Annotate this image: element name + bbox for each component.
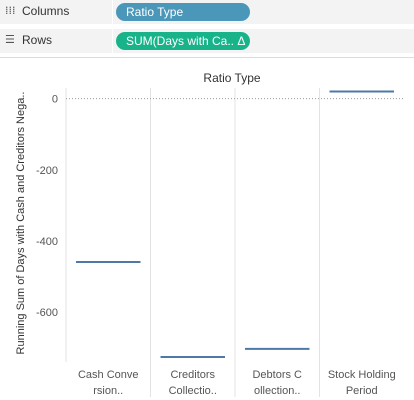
columns-drop-area[interactable]: Ratio Type [113,0,414,24]
sum-days-pill[interactable]: SUM(Days with Ca.. Δ [116,32,250,50]
columns-shelf: ⁞⁞⁞ Columns Ratio Type [0,0,414,24]
x-category-label: Collectio.. [169,385,217,397]
y-tick-label: -400 [36,236,58,248]
rows-icon: ☰ [5,33,15,46]
plot-area: 0 -200 -400 -600 Cash Conve rsion.. Creditors C… [36,88,404,397]
x-category-label: ollection.. [254,385,300,397]
x-category-label: Debtors C [252,369,302,381]
rows-label: Rows [22,33,53,47]
chart-title: Ratio Type [203,71,260,85]
columns-shelf-label: ⁞⁞⁞ Columns [0,0,112,24]
x-category-label: Stock Holding [328,369,396,381]
rows-drop-area[interactable]: SUM(Days with Ca.. Δ [113,29,414,53]
columns-icon: ⁞⁞⁞ [5,4,16,17]
y-tick-label: 0 [52,94,58,106]
x-category-label: Creditors [170,369,215,381]
y-tick-label: -600 [36,307,58,319]
y-axis-label: Running Sum of Days with Cash and Credit… [15,92,27,355]
columns-label: Columns [22,4,70,18]
rows-shelf-label: ☰ Rows [0,29,112,53]
x-category-label: Period [346,385,378,397]
shelf-separator [0,57,414,58]
ratio-type-pill[interactable]: Ratio Type [116,3,250,21]
rows-shelf: ☰ Rows SUM(Days with Ca.. Δ [0,29,414,53]
x-category-label: rsion.. [93,385,123,397]
y-tick-label: -200 [36,165,58,177]
x-category-label: Cash Conve [78,369,139,381]
